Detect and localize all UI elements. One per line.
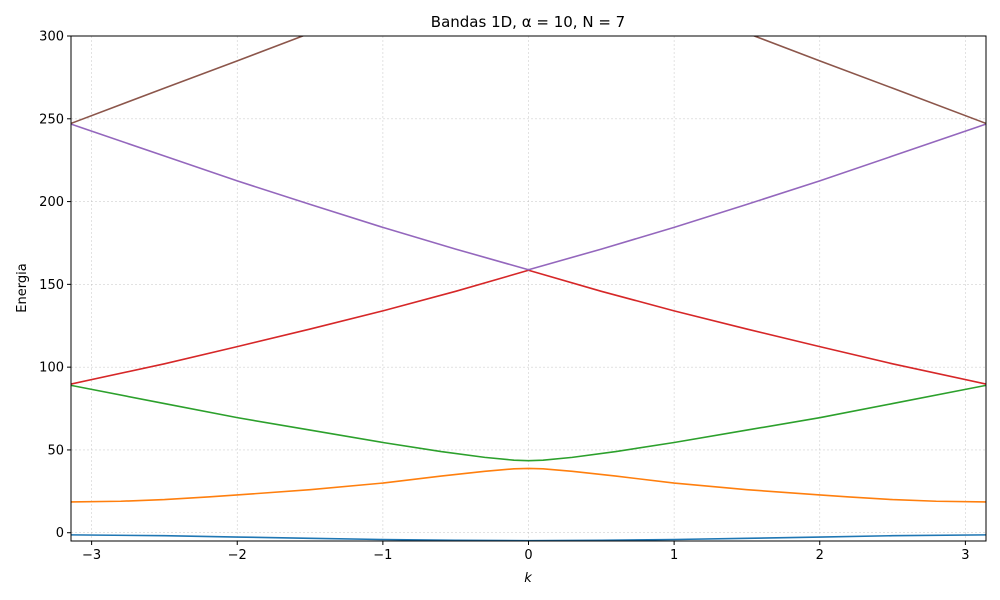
y-tick-label-5: 250 (39, 112, 64, 127)
x-tick-label-6: 3 (961, 548, 969, 563)
band-line-3 (71, 384, 986, 462)
band-line-2 (71, 467, 986, 503)
band-line-5 (71, 123, 986, 271)
band-line-6 (71, 36, 986, 125)
axis-ticks: −3 −2 −1 0 1 2 3 0 50 100 150 200 250 300 (39, 30, 969, 564)
x-tick-label-4: 1 (670, 548, 678, 563)
x-tick-label-0: −3 (82, 548, 101, 563)
y-tick-label-3: 150 (39, 278, 64, 293)
y-axis-label: Energia (15, 263, 30, 312)
x-tick-label-1: −2 (228, 548, 247, 563)
y-tick-label-2: 100 (39, 361, 64, 376)
x-tick-label-2: −1 (373, 548, 392, 563)
x-tick-label-5: 2 (816, 548, 824, 563)
x-axis-label: k (524, 571, 532, 586)
x-tick-label-3: 0 (524, 548, 532, 563)
chart-title: Bandas 1D, α = 10, N = 7 (431, 13, 625, 31)
y-tick-label-0: 0 (56, 526, 64, 541)
y-tick-label-4: 200 (39, 195, 64, 210)
series-layer (71, 36, 986, 541)
y-tick-label-1: 50 (47, 443, 64, 458)
y-tick-label-6: 300 (39, 30, 64, 45)
grid-lines (71, 35, 986, 541)
